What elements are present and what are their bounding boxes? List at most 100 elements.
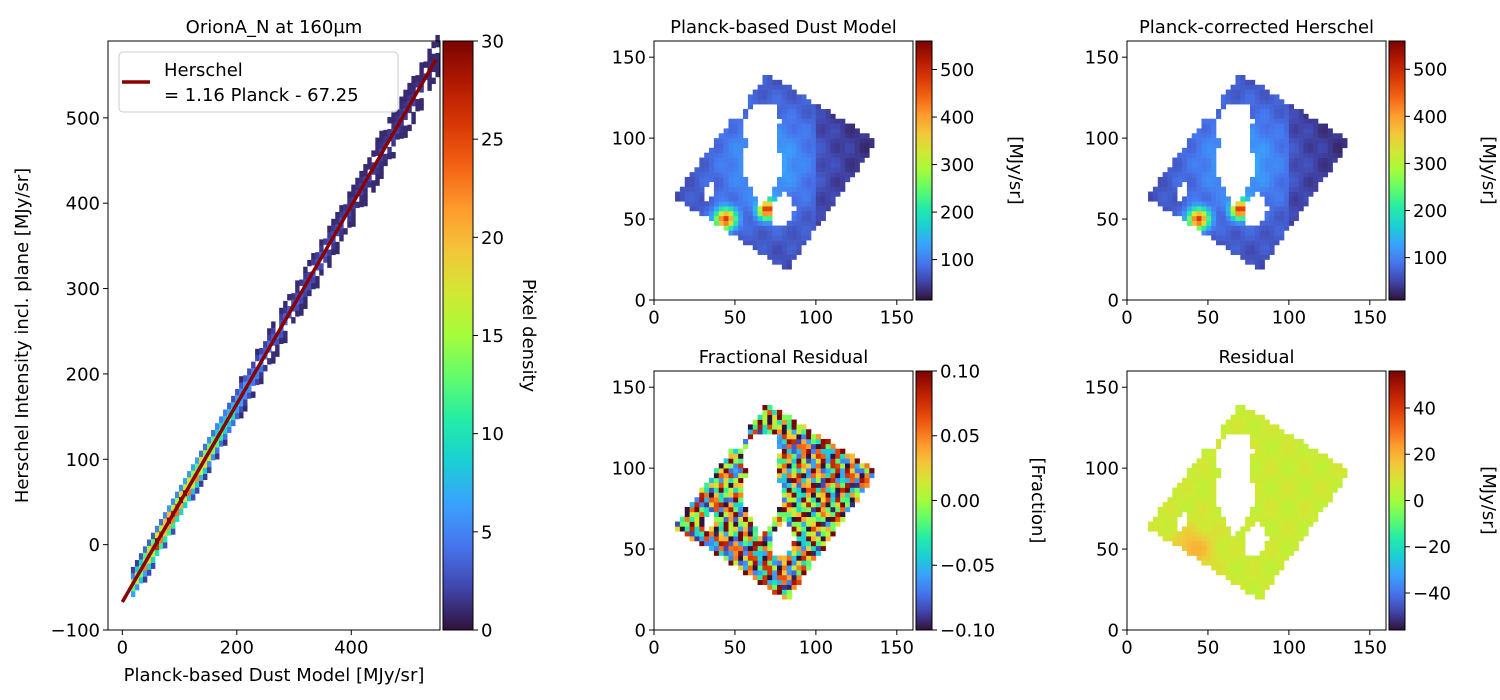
map-pixel — [811, 113, 817, 119]
map-pixel — [728, 206, 734, 212]
map-pixel — [1284, 502, 1290, 508]
map-pixel — [825, 472, 831, 479]
map-pixel — [1211, 516, 1217, 522]
map-pixel — [786, 472, 792, 479]
map-pixel — [757, 550, 763, 556]
map-pixel — [1264, 560, 1270, 566]
map-pixel — [738, 521, 744, 527]
map-pixel — [1191, 463, 1197, 469]
map-pixel — [738, 468, 744, 474]
map-pixel — [1288, 206, 1295, 212]
density-bin — [243, 375, 248, 382]
map-pixel — [689, 186, 695, 192]
map-pixel — [801, 172, 807, 178]
map-pixel — [811, 463, 817, 469]
map-pixel — [845, 123, 851, 129]
map-pixel — [1216, 531, 1222, 537]
map-pixel — [1211, 181, 1217, 187]
map-pixel — [791, 458, 797, 464]
map-pixel — [679, 516, 686, 522]
map-pixel — [815, 138, 822, 144]
map-pixel — [815, 531, 822, 537]
map-pixel — [820, 210, 826, 217]
map-pixel — [1293, 176, 1299, 183]
density-bin — [166, 529, 172, 536]
map-pixel — [772, 249, 778, 255]
map-pixel — [1152, 191, 1159, 197]
map-pixel — [811, 210, 817, 217]
map-pixel — [815, 536, 822, 542]
map-pixel — [796, 172, 802, 178]
map-pixel — [1269, 118, 1275, 124]
density-bin — [399, 96, 404, 103]
map-pixel — [743, 565, 749, 571]
map-pixel — [1318, 142, 1324, 149]
map-pixel — [675, 521, 681, 527]
colorbar-label: [MJy/sr] — [1005, 136, 1026, 204]
map-pixel — [699, 176, 705, 183]
density-bin — [195, 457, 200, 464]
map-pixel — [1318, 477, 1324, 483]
map-pixel — [1235, 220, 1241, 226]
density-bin — [142, 564, 148, 571]
map-pixel — [815, 118, 822, 124]
map-pixel — [762, 574, 768, 581]
map-pixel — [1211, 492, 1217, 498]
map-pixel — [1172, 210, 1178, 217]
map-pixel — [1235, 574, 1241, 581]
colorbar-tick-label: 0 — [1413, 491, 1424, 512]
map-pixel — [1201, 230, 1207, 236]
map-pixel — [1201, 550, 1207, 556]
map-pixel — [718, 540, 724, 547]
map-pixel — [1201, 181, 1207, 187]
map-pixel — [738, 191, 744, 197]
map-pixel — [762, 206, 768, 212]
map-pixel — [1186, 492, 1193, 498]
map-pixel — [1216, 516, 1222, 522]
map-pixel — [728, 482, 734, 488]
map-pixel — [752, 545, 758, 551]
density-bin — [307, 259, 312, 267]
map-pixel — [1225, 206, 1231, 212]
map-pixel — [820, 502, 826, 508]
map-pixel — [1274, 172, 1280, 178]
map-pixel — [1279, 104, 1285, 110]
map-pixel — [1245, 560, 1251, 566]
map-pixel — [781, 133, 788, 139]
map-pixel — [820, 531, 826, 537]
map-pixel — [743, 438, 749, 445]
density-bin — [207, 466, 212, 474]
map-pixel — [733, 506, 739, 513]
map-pixel — [1313, 463, 1319, 469]
map-pixel — [1225, 215, 1231, 221]
map-pixel — [796, 123, 802, 129]
map-pixel — [728, 123, 734, 129]
map-pixel — [1177, 172, 1183, 178]
map-pixel — [796, 438, 802, 445]
map-image — [1148, 74, 1348, 270]
map-pixel — [1157, 516, 1163, 522]
map-pixel — [1211, 540, 1217, 547]
map-pixel — [718, 167, 724, 173]
map-pixel — [1177, 506, 1183, 513]
map-pixel — [796, 142, 802, 149]
map-pixel — [752, 89, 758, 95]
map-pixel — [1293, 468, 1299, 474]
map-pixel — [757, 225, 763, 231]
map-pixel — [762, 536, 768, 542]
density-bin — [419, 86, 424, 93]
map-pixel — [806, 123, 812, 129]
map-pixel — [801, 497, 807, 503]
map-pixel — [1186, 468, 1193, 474]
map-pixel — [1225, 424, 1231, 430]
map-pixel — [1211, 123, 1217, 129]
map-pixel — [1327, 157, 1333, 163]
map-pixel — [811, 147, 817, 153]
map-pixel — [1182, 147, 1188, 153]
map-pixel — [1240, 560, 1246, 566]
map-pixel — [733, 176, 739, 183]
map-pixel — [733, 230, 739, 236]
map-pixel — [806, 162, 812, 168]
map-pixel — [830, 133, 836, 139]
map-pixel — [1177, 162, 1183, 168]
